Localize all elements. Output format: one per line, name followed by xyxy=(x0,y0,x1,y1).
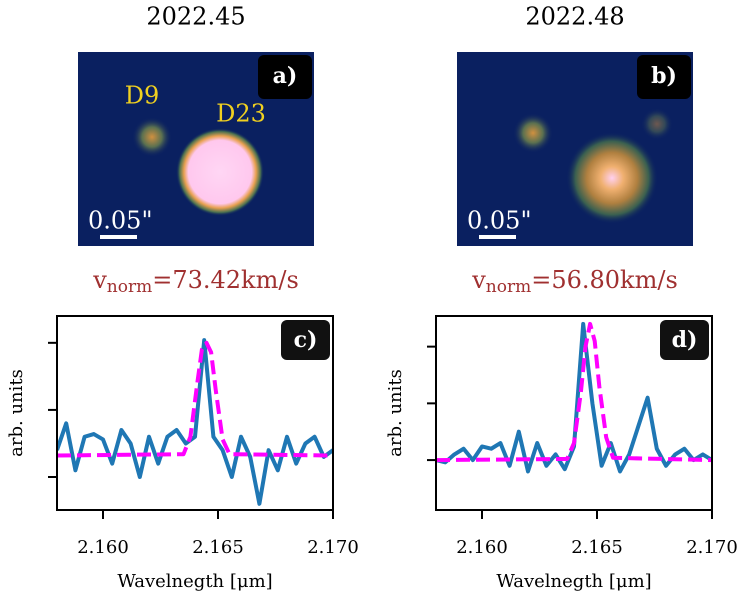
velocity-symbol: v xyxy=(471,266,486,294)
x-tick-label: 2.170 xyxy=(307,537,359,558)
velocity-subscript: norm xyxy=(486,277,531,297)
source-blob xyxy=(132,117,172,157)
x-tick-label: 2.160 xyxy=(77,537,129,558)
velocity-value: =56.80km/s xyxy=(531,266,678,294)
y-axis-label: arb. units xyxy=(6,369,27,457)
x-tick-label: 2.160 xyxy=(456,537,508,558)
source-label: D9 xyxy=(125,82,160,110)
image-title: 2022.45 xyxy=(146,3,245,31)
y-axis-label: arb. units xyxy=(385,369,406,457)
figure: 2022.45 a) D9 D23 0.05" vnorm=73.42km/s … xyxy=(0,0,742,599)
scale-bar xyxy=(479,235,516,239)
velocity: vnorm=56.80km/s xyxy=(471,266,678,297)
x-tick-label: 2.170 xyxy=(686,537,738,558)
velocity-symbol: v xyxy=(92,266,107,294)
x-axis-label: Wavelnegth [μm] xyxy=(496,571,651,592)
velocity: vnorm=73.42km/s xyxy=(92,266,299,297)
x-axis-label: Wavelnegth [μm] xyxy=(117,571,272,592)
x-tick-label: 2.165 xyxy=(571,537,623,558)
source-label: D23 xyxy=(216,100,266,128)
panel-label: c) xyxy=(294,327,318,353)
source-blob xyxy=(513,113,553,153)
scale-label: 0.05" xyxy=(88,207,152,235)
velocity-value: =73.42km/s xyxy=(152,266,299,294)
page: {"images": [ {"title": "2022.45", "panel… xyxy=(0,0,742,599)
source-blob xyxy=(566,132,658,224)
panel-label: b) xyxy=(651,63,677,89)
scale-label: 0.05" xyxy=(467,207,531,235)
velocity-subscript: norm xyxy=(107,277,152,297)
panel-label: d) xyxy=(672,327,698,353)
panel-label: a) xyxy=(273,63,298,89)
scale-bar xyxy=(100,235,137,239)
image-title: 2022.48 xyxy=(525,3,624,31)
source-blob xyxy=(641,108,673,140)
x-tick-label: 2.165 xyxy=(192,537,244,558)
series-line xyxy=(57,340,333,504)
source-blob xyxy=(176,128,264,216)
